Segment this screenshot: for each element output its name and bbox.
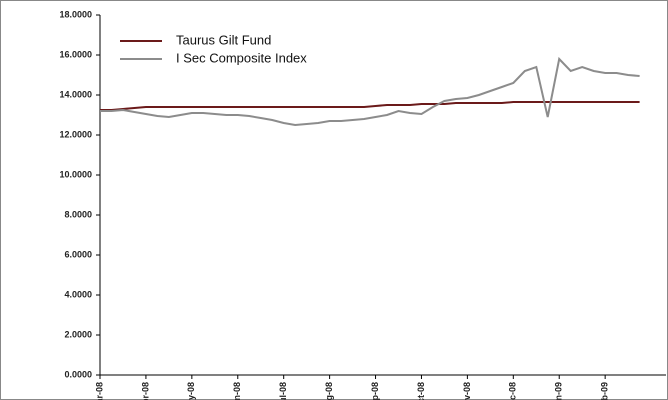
x-tick-label: Sep-08	[370, 382, 380, 400]
y-tick-label: 8.0000	[64, 209, 92, 219]
y-tick-label: 12.0000	[59, 129, 92, 139]
x-tick-label: Aug-08	[324, 382, 334, 400]
series-line	[100, 101, 640, 111]
x-tick-label: Jul-08	[278, 382, 288, 400]
y-tick-label: 6.0000	[64, 249, 92, 259]
x-tick-label: Feb-09	[600, 382, 610, 400]
y-tick-label: 18.0000	[59, 9, 92, 19]
x-tick-label: Dec-08	[508, 382, 518, 400]
y-tick-label: 4.0000	[64, 289, 92, 299]
y-tick-label: 10.0000	[59, 169, 92, 179]
series-line	[100, 56, 640, 127]
y-tick-label: 16.0000	[59, 49, 92, 59]
y-tick-label: 2.0000	[64, 329, 92, 339]
x-tick-label: Jan-09	[554, 382, 564, 400]
legend-text: Taurus Gilt Fund	[176, 32, 271, 47]
x-tick-label: Nov-08	[462, 382, 472, 400]
legend-text: I Sec Composite Index	[176, 50, 307, 65]
x-tick-label: May-08	[186, 382, 196, 400]
x-tick-label: Jun-08	[232, 382, 242, 400]
x-tick-label: Apr-08	[140, 382, 150, 400]
y-tick-label: 14.0000	[59, 89, 92, 99]
x-tick-label: Mar-08	[94, 382, 104, 400]
x-tick-label: Oct-08	[416, 382, 426, 400]
y-tick-label: 0.0000	[64, 369, 92, 379]
